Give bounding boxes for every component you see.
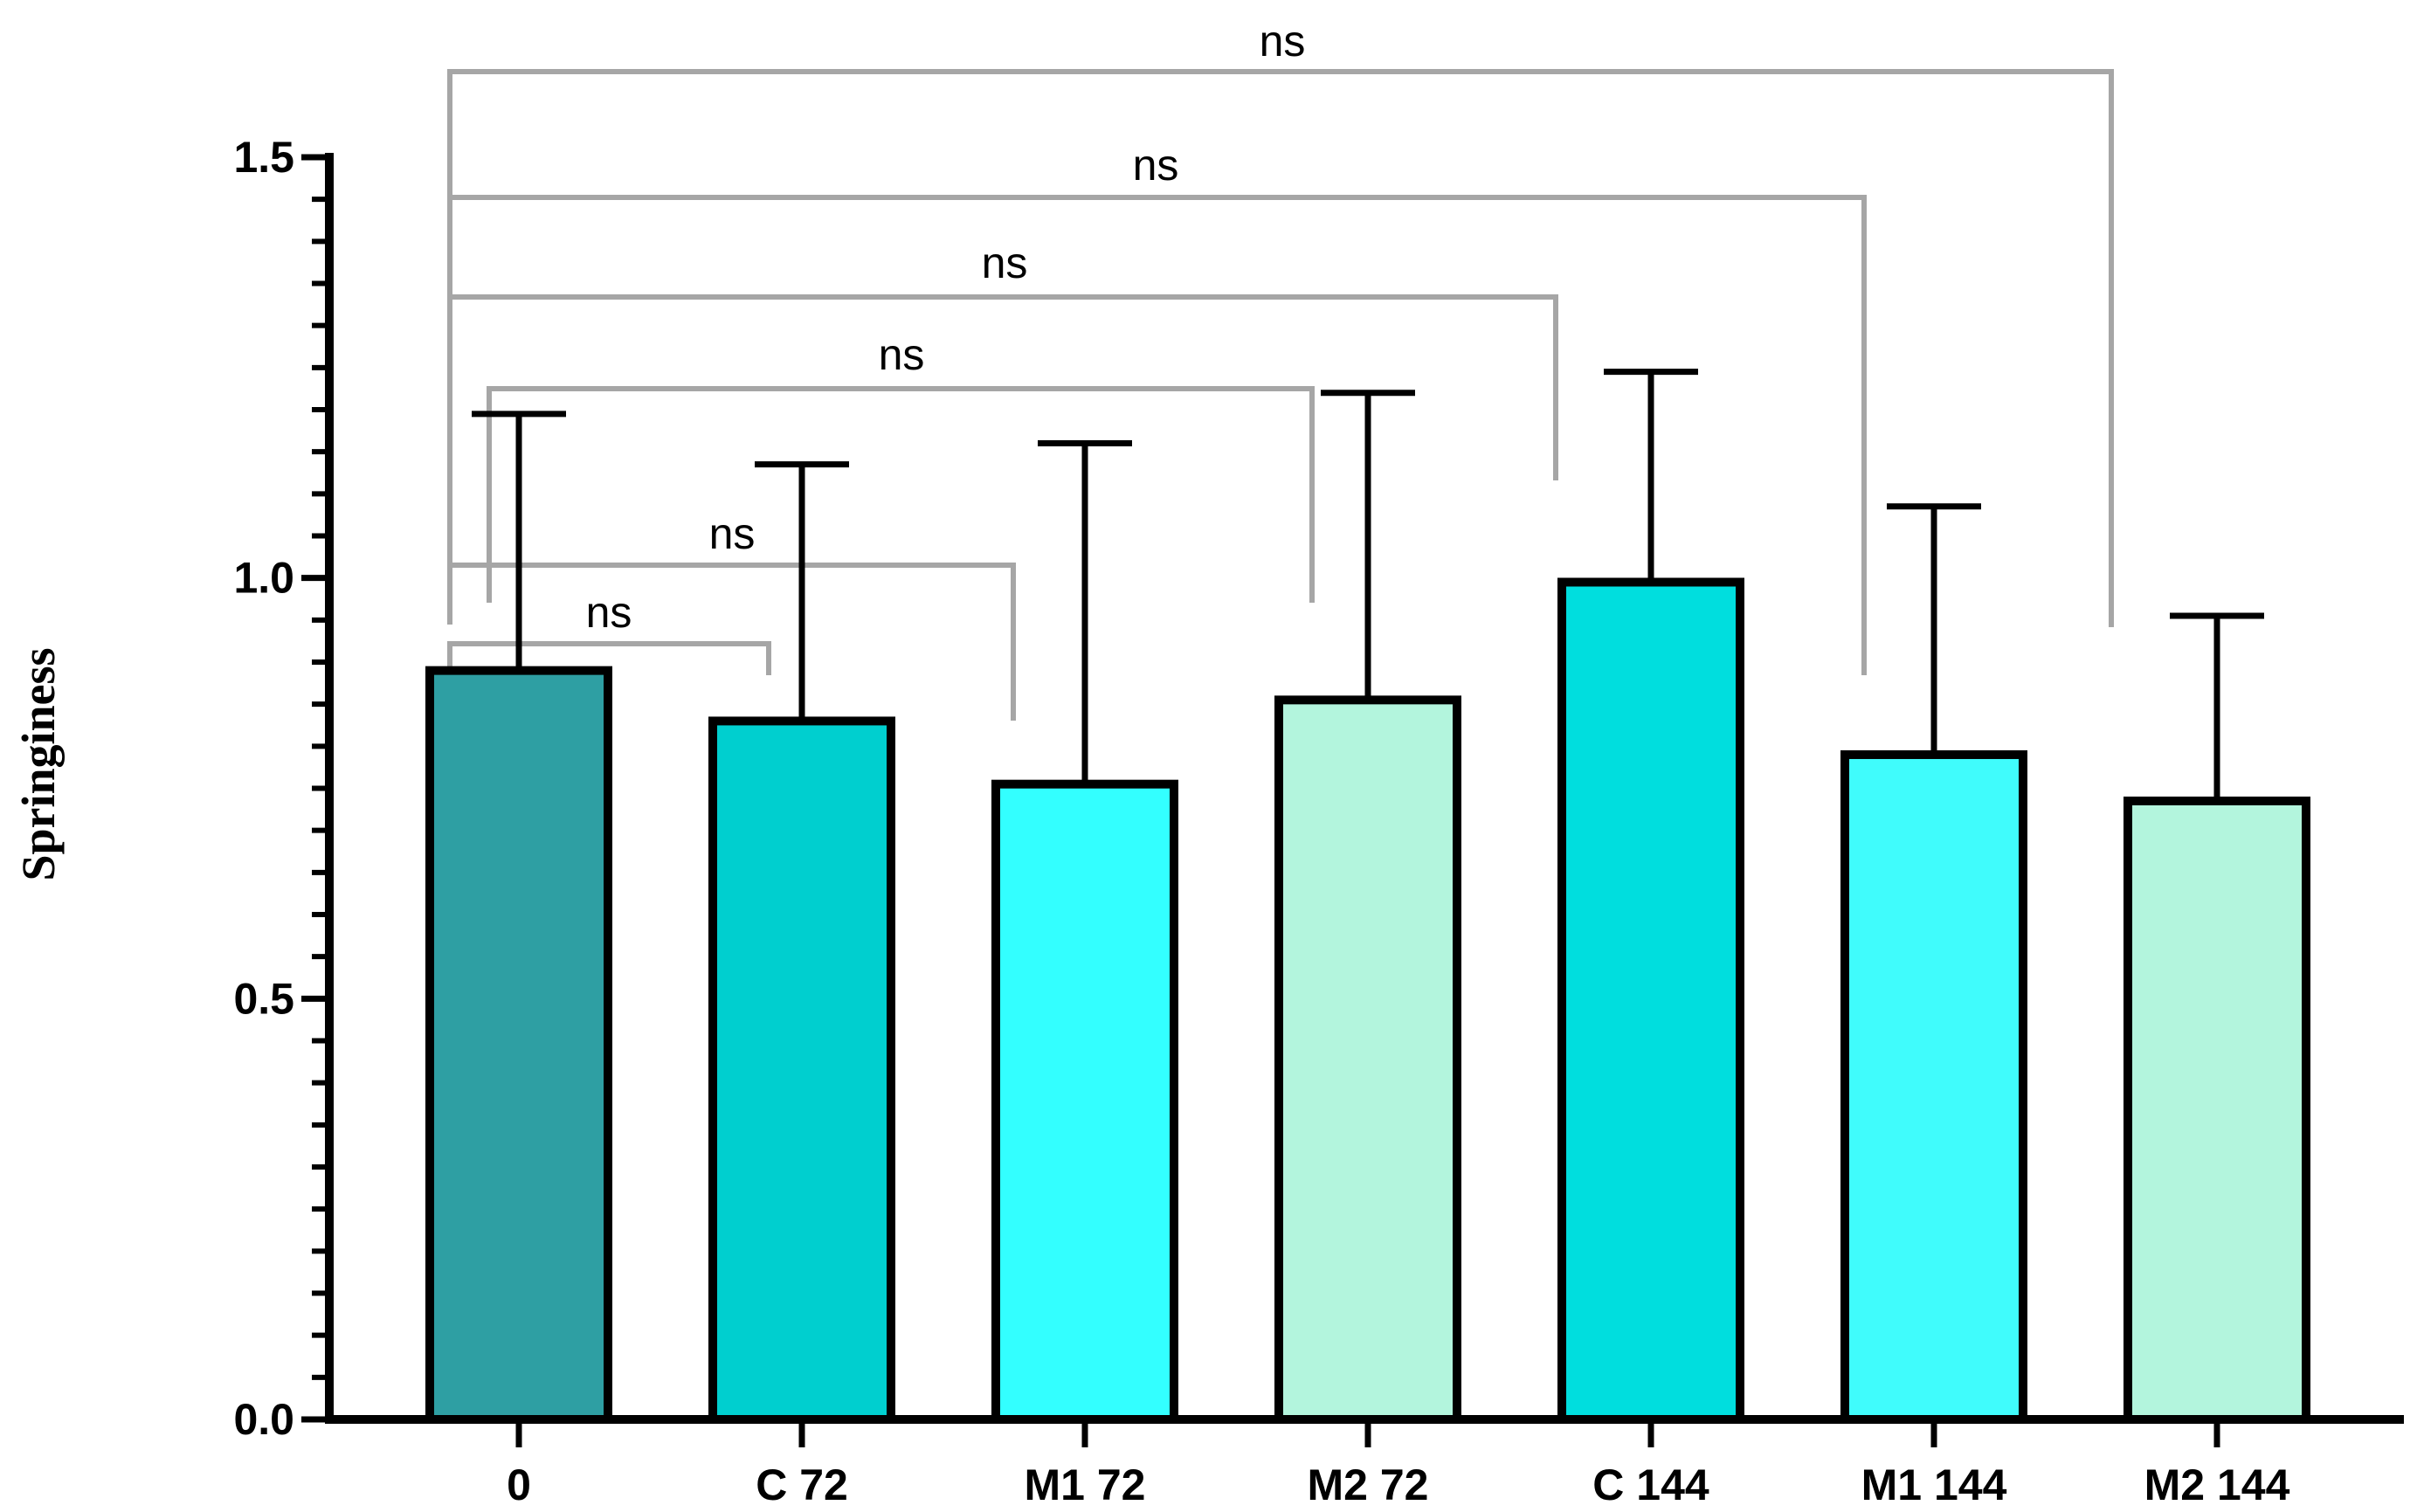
error-bar-m1-144 — [1887, 503, 1981, 755]
x-tick-label: 0 — [507, 1460, 531, 1509]
bar-m1-72 — [991, 779, 1178, 1424]
x-tick-label: C 144 — [1592, 1460, 1709, 1509]
comparison-label: ns — [879, 330, 925, 379]
comparison-bracket: ns — [447, 588, 771, 675]
y-tick-label: 0.5 — [233, 974, 294, 1023]
x-tick-label: C 72 — [756, 1460, 848, 1509]
y-axis-label: Springiness — [12, 647, 65, 880]
bar-m2-144 — [2124, 796, 2310, 1424]
error-bar-0 — [472, 411, 566, 671]
comparison-label: ns — [1133, 141, 1179, 190]
y-tick-label: 0.0 — [233, 1395, 294, 1444]
error-bar-c-72 — [755, 461, 849, 721]
y-tick-label: 1.5 — [233, 133, 294, 182]
bar-0 — [425, 666, 612, 1424]
y-tick-label: 1.0 — [233, 554, 294, 603]
bar-c-144 — [1557, 577, 1744, 1424]
x-tick-label: M1 144 — [1861, 1460, 2007, 1509]
error-bar-m1-72 — [1038, 440, 1132, 784]
x-tick-label: M1 72 — [1025, 1460, 1146, 1509]
significance-brackets: ns ns ns ns ns ns — [447, 17, 2114, 721]
comparison-label: ns — [709, 509, 756, 558]
x-tick-label: M2 72 — [1308, 1460, 1429, 1509]
comparison-label: ns — [586, 588, 632, 637]
axes: 0.0 0.5 1.0 1.5 0 C 72 M1 72 M2 72 C 144 M1 144 M2… — [233, 133, 2404, 1509]
bar-m2-72 — [1274, 695, 1461, 1424]
comparison-bracket: ns — [487, 330, 1315, 603]
comparison-label: ns — [982, 238, 1028, 287]
bar-m1-144 — [1840, 749, 2027, 1424]
error-bars — [472, 369, 2264, 801]
error-bar-c-144 — [1604, 369, 1698, 583]
bar-c-72 — [708, 716, 895, 1424]
comparison-label: ns — [1260, 17, 1306, 66]
comparison-bracket: ns — [447, 17, 2114, 627]
error-bar-m2-72 — [1321, 390, 1415, 701]
error-bar-m2-144 — [2170, 612, 2264, 801]
x-tick-label: M2 144 — [2144, 1460, 2290, 1509]
bars — [425, 577, 2310, 1424]
